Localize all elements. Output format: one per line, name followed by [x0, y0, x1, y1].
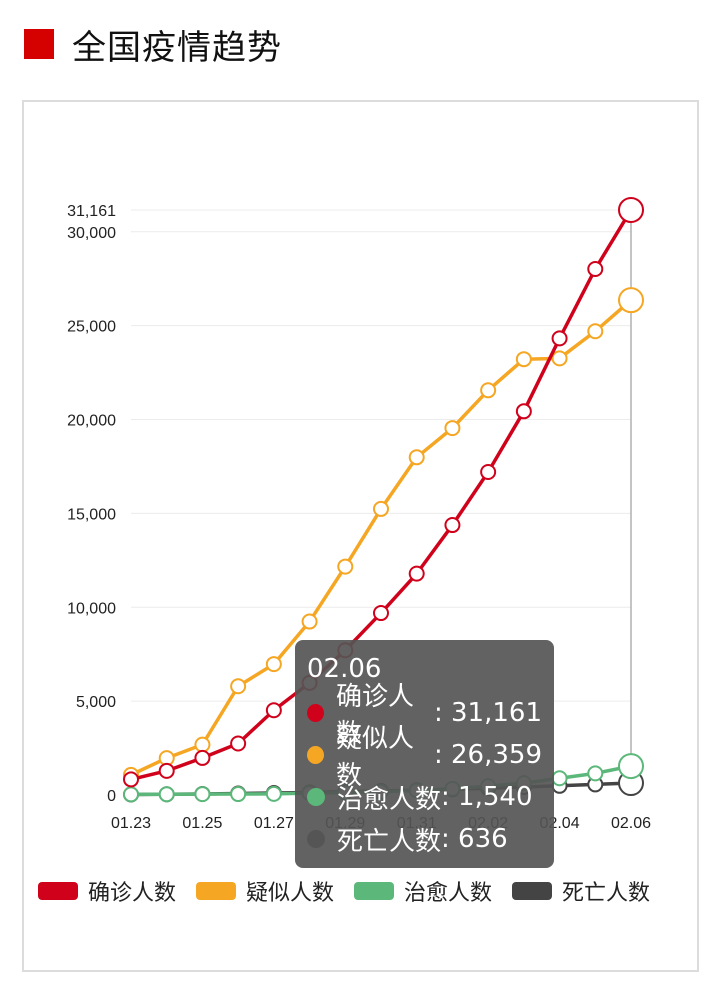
data-point [123, 771, 139, 788]
chart-tooltip: 02.06 确诊人数: 31,161 疑似人数: 26,359 治愈人数: 1,… [295, 640, 554, 868]
legend-label: 死亡人数 [562, 881, 651, 906]
data-point [265, 656, 282, 673]
tooltip-value: 31,161 [451, 698, 542, 728]
legend-item-confirmed[interactable]: 确诊人数 [38, 875, 176, 907]
legend-label: 治愈人数 [404, 881, 493, 906]
data-point [194, 736, 211, 753]
data-point [618, 753, 644, 780]
legend-item-cured[interactable]: 治愈人数 [354, 875, 492, 907]
chart-legend: 确诊人数 疑似人数 治愈人数 死亡人数 [38, 875, 650, 907]
legend-item-dead[interactable]: 死亡人数 [512, 875, 650, 907]
legend-item-suspected[interactable]: 疑似人数 [196, 875, 334, 907]
legend-swatch-confirmed [38, 882, 78, 900]
legend-swatch-cured [354, 882, 395, 900]
cured-dot-icon [307, 788, 325, 806]
tooltip-row-confirmed: 确诊人数: 31,161 [307, 682, 542, 749]
data-point [373, 605, 389, 622]
data-point [587, 323, 604, 340]
data-point [480, 464, 497, 481]
data-point [551, 350, 568, 367]
legend-swatch-dead [512, 882, 553, 900]
data-point [480, 382, 497, 399]
data-point [194, 749, 211, 766]
title-marker-icon [24, 29, 54, 59]
tooltip-row-suspected: 疑似人数: 26,359 [307, 724, 542, 791]
data-point [337, 558, 354, 575]
legend-label: 疑似人数 [246, 881, 335, 906]
legend-label: 确诊人数 [88, 881, 177, 906]
data-point [444, 517, 461, 534]
legend-swatch-suspected [196, 882, 237, 900]
x-tick-label: 01.23 [111, 815, 151, 832]
data-point [123, 786, 139, 803]
data-point [408, 449, 425, 466]
y-tick-label: 15,000 [67, 506, 116, 523]
y-tick-label: 5,000 [76, 694, 116, 711]
y-tick-label: 10,000 [67, 600, 116, 617]
x-tick-label: 01.25 [182, 815, 222, 832]
data-point [265, 702, 282, 719]
x-tick-label: 02.06 [611, 815, 651, 832]
data-point [158, 786, 175, 803]
data-point [618, 197, 644, 223]
data-point [158, 762, 175, 779]
y-tick-label: 31,161 [67, 203, 116, 220]
x-tick-label: 01.27 [254, 815, 294, 832]
data-point [551, 330, 568, 347]
y-tick-label: 30,000 [67, 225, 116, 242]
tooltip-value: 636 [458, 824, 508, 854]
tooltip-label: 死亡人数 [337, 826, 442, 857]
tooltip-value: 26,359 [451, 740, 542, 770]
data-point [265, 785, 282, 802]
data-point [618, 287, 644, 314]
tooltip-row-cured: 治愈人数: 1,540 [307, 776, 542, 818]
data-point [587, 261, 604, 278]
data-point [194, 786, 211, 803]
data-point [587, 765, 604, 782]
tooltip-label: 确诊人数 [335, 682, 414, 749]
data-point [230, 678, 247, 695]
y-tick-label: 20,000 [67, 413, 116, 430]
tooltip-label: 疑似人数 [335, 724, 414, 791]
page-header: 全国疫情趋势 [24, 20, 282, 68]
dead-dot-icon [307, 830, 325, 848]
tooltip-value: 1,540 [458, 782, 533, 812]
data-point [551, 770, 568, 787]
tooltip-label: 治愈人数 [337, 784, 442, 815]
data-point [408, 565, 425, 582]
data-point [301, 613, 318, 630]
data-point [515, 351, 532, 368]
data-point [373, 500, 389, 517]
y-tick-label: 0 [107, 788, 116, 805]
page-title: 全国疫情趋势 [72, 27, 282, 68]
data-point [230, 735, 247, 752]
confirmed-dot-icon [307, 704, 324, 722]
suspected-dot-icon [307, 746, 324, 764]
tooltip-row-dead: 死亡人数: 636 [307, 818, 542, 860]
tooltip-title: 02.06 [307, 654, 382, 684]
y-tick-label: 25,000 [67, 319, 116, 336]
data-point [444, 420, 461, 437]
data-point [230, 786, 247, 803]
data-point [515, 403, 532, 420]
